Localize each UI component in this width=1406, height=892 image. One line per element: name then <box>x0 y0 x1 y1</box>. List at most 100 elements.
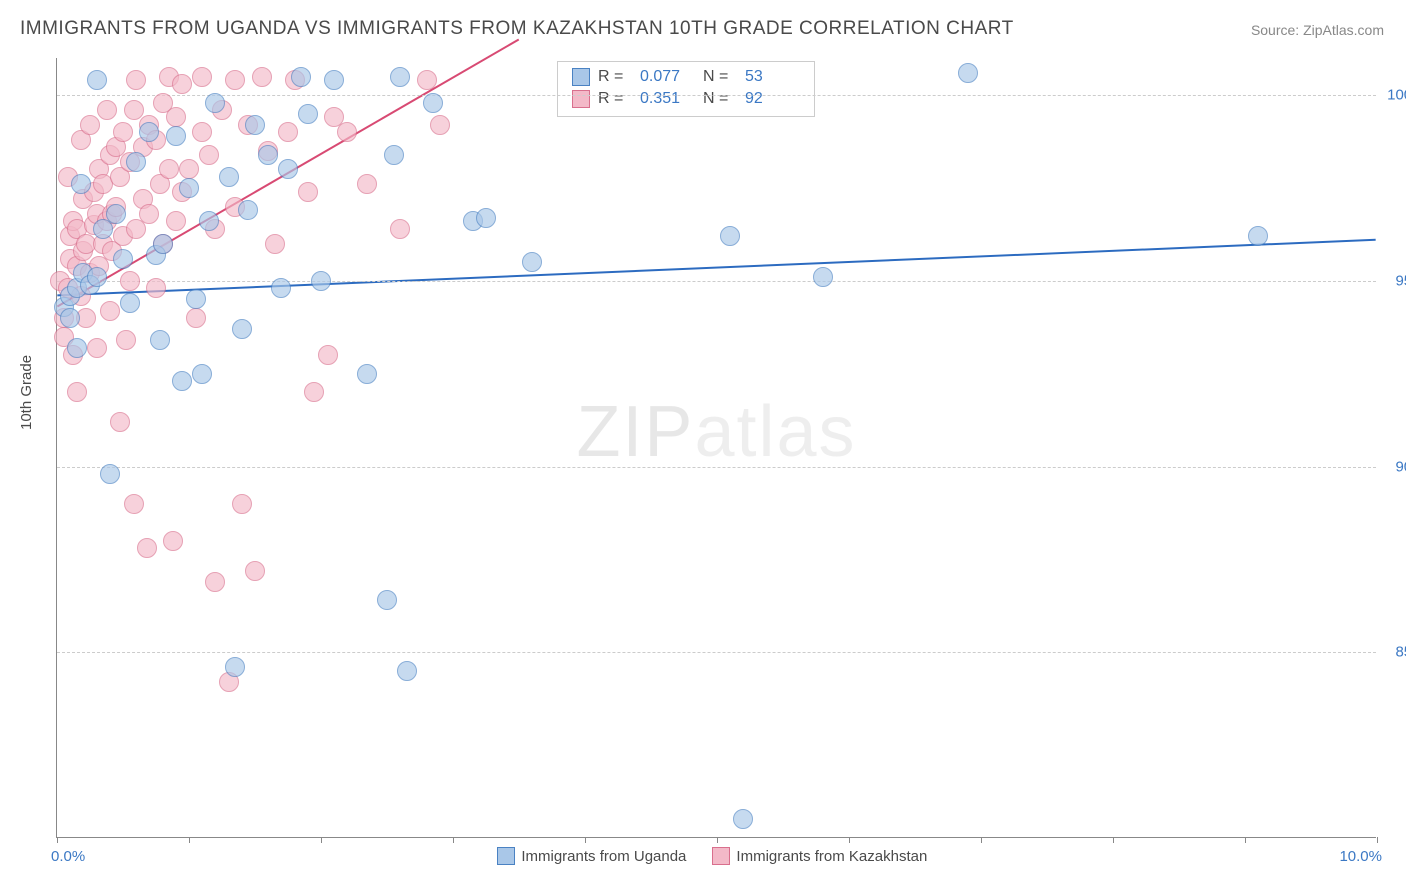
x-tick <box>189 837 190 843</box>
data-point <box>87 338 107 358</box>
data-point <box>186 289 206 309</box>
data-point <box>522 252 542 272</box>
data-point <box>271 278 291 298</box>
data-point <box>116 330 136 350</box>
data-point <box>337 122 357 142</box>
data-point <box>172 371 192 391</box>
gridline <box>57 467 1376 468</box>
data-point <box>298 182 318 202</box>
x-tick <box>717 837 718 843</box>
data-point <box>304 382 324 402</box>
x-tick <box>57 837 58 843</box>
data-point <box>179 159 199 179</box>
data-point <box>232 494 252 514</box>
gridline <box>57 95 1376 96</box>
legend-swatch <box>497 847 515 865</box>
source-credit: Source: ZipAtlas.com <box>1251 22 1384 38</box>
x-tick <box>1377 837 1378 843</box>
trend-lines <box>57 58 1376 837</box>
y-axis-label: 10th Grade <box>18 355 35 430</box>
data-point <box>100 464 120 484</box>
data-point <box>252 67 272 87</box>
x-tick <box>585 837 586 843</box>
n-value: 92 <box>745 88 800 110</box>
chart-title: IMMIGRANTS FROM UGANDA VS IMMIGRANTS FRO… <box>20 18 1014 40</box>
watermark-atlas: atlas <box>694 392 856 472</box>
data-point <box>124 494 144 514</box>
data-point <box>166 126 186 146</box>
legend-swatch <box>712 847 730 865</box>
n-label: N = <box>703 88 737 110</box>
data-point <box>67 338 87 358</box>
data-point <box>106 204 126 224</box>
data-point <box>153 234 173 254</box>
legend-stats: R =0.077N =53R =0.351N =92 <box>557 61 815 117</box>
gridline <box>57 281 1376 282</box>
data-point <box>166 107 186 127</box>
data-point <box>1248 226 1268 246</box>
data-point <box>110 412 130 432</box>
data-point <box>199 145 219 165</box>
data-point <box>163 531 183 551</box>
x-tick-max: 10.0% <box>1339 848 1382 865</box>
legend-swatch <box>572 90 590 108</box>
legend-swatch <box>572 68 590 86</box>
x-tick <box>849 837 850 843</box>
data-point <box>265 234 285 254</box>
data-point <box>298 104 318 124</box>
data-point <box>137 538 157 558</box>
legend-stat-row: R =0.077N =53 <box>572 66 800 88</box>
data-point <box>150 330 170 350</box>
data-point <box>733 809 753 829</box>
data-point <box>113 249 133 269</box>
data-point <box>318 345 338 365</box>
data-point <box>258 145 278 165</box>
data-point <box>166 211 186 231</box>
data-point <box>113 122 133 142</box>
data-point <box>179 178 199 198</box>
data-point <box>278 159 298 179</box>
x-tick <box>1113 837 1114 843</box>
x-tick <box>321 837 322 843</box>
x-tick-min: 0.0% <box>51 848 85 865</box>
watermark-zip: ZIP <box>576 392 694 472</box>
y-tick-label: 85.0% <box>1383 644 1406 661</box>
data-point <box>80 115 100 135</box>
data-point <box>159 159 179 179</box>
data-point <box>430 115 450 135</box>
data-point <box>245 561 265 581</box>
legend-item: Immigrants from Uganda <box>497 847 686 865</box>
data-point <box>324 70 344 90</box>
data-point <box>357 364 377 384</box>
legend-item: Immigrants from Kazakhstan <box>712 847 927 865</box>
data-point <box>311 271 331 291</box>
legend-label: Immigrants from Uganda <box>521 848 686 865</box>
data-point <box>278 122 298 142</box>
watermark: ZIPatlas <box>576 391 856 473</box>
y-tick-label: 95.0% <box>1383 272 1406 289</box>
data-point <box>813 267 833 287</box>
data-point <box>205 572 225 592</box>
data-point <box>120 293 140 313</box>
data-point <box>357 174 377 194</box>
data-point <box>225 657 245 677</box>
data-point <box>377 590 397 610</box>
data-point <box>397 661 417 681</box>
data-point <box>186 308 206 328</box>
data-point <box>97 100 117 120</box>
data-point <box>417 70 437 90</box>
data-point <box>67 382 87 402</box>
data-point <box>291 67 311 87</box>
data-point <box>205 93 225 113</box>
trend-line <box>57 240 1375 296</box>
r-value: 0.077 <box>640 66 695 88</box>
data-point <box>390 67 410 87</box>
data-point <box>124 100 144 120</box>
data-point <box>139 122 159 142</box>
n-value: 53 <box>745 66 800 88</box>
legend-bottom: 0.0% 10.0% Immigrants from UgandaImmigra… <box>57 847 1376 865</box>
legend-label: Immigrants from Kazakhstan <box>736 848 927 865</box>
data-point <box>958 63 978 83</box>
data-point <box>126 70 146 90</box>
legend-stat-row: R =0.351N =92 <box>572 88 800 110</box>
